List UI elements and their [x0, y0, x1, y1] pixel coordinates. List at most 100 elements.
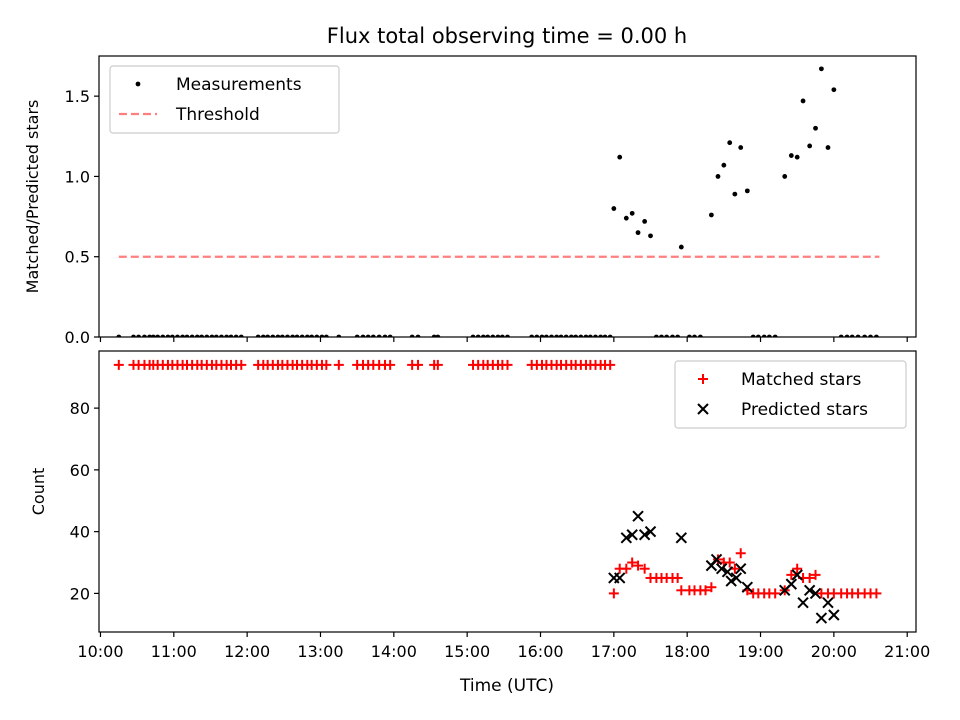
matched-stars-point	[321, 359, 332, 370]
y-tick-label: 0.0	[65, 328, 90, 347]
measurements-point	[744, 188, 750, 194]
predicted-stars-point	[721, 566, 734, 578]
x-tick-label: 14:00	[371, 642, 417, 661]
measurements-point	[715, 174, 721, 179]
axes-frame	[98, 55, 917, 338]
x-tick-label: 15:00	[444, 642, 490, 661]
measurements-point	[788, 153, 794, 158]
measurements-point	[782, 174, 788, 179]
matched-stars-point	[621, 563, 632, 574]
predicted-stars-point	[735, 562, 747, 575]
matched-stars-point	[627, 557, 638, 568]
matched-stars-point	[786, 569, 797, 580]
matched-stars-point	[770, 588, 781, 599]
predicted-stars-point	[797, 596, 809, 609]
matched-stars-point	[605, 359, 616, 370]
predicted-stars-point	[620, 532, 633, 544]
legend-0: Measurements Threshold	[109, 65, 340, 134]
matched-stars-point	[413, 359, 424, 370]
matched-stars-point	[804, 572, 815, 583]
matched-stars-point	[113, 359, 124, 370]
plot-area-1	[113, 359, 882, 624]
x-axis-label: Time (UTC)	[459, 676, 554, 696]
y-tick-label: 1.5	[65, 87, 90, 106]
matched-stars-point	[608, 588, 619, 599]
y-tick-label: 1.0	[65, 167, 90, 186]
predicted-stars-point	[644, 525, 657, 538]
y-tick-label: 60	[70, 461, 90, 480]
measurements-point	[635, 230, 641, 236]
axes-frame	[98, 350, 917, 633]
measurements-point	[708, 212, 714, 218]
x-tick-label: 16:00	[517, 642, 563, 661]
matched-stars-point	[712, 554, 723, 565]
x-tick-label: 19:00	[737, 642, 783, 661]
predicted-stars-point	[815, 612, 828, 624]
predicted-stars-point	[675, 532, 688, 544]
measurements-point	[642, 218, 648, 224]
x-tick-label: 20:00	[811, 642, 857, 661]
matched-stars-legend-label: Matched stars	[741, 370, 861, 390]
matched-stars-point	[633, 560, 644, 571]
x-tick-label: 13:00	[297, 642, 343, 661]
matched-stars-point	[432, 359, 443, 370]
x-tick-label: 21:00	[884, 642, 930, 661]
measurements-point	[629, 210, 635, 216]
measurements-point	[678, 244, 684, 250]
x-tick-label: 18:00	[664, 642, 710, 661]
predicted-stars-point	[632, 510, 644, 522]
flux-ratio-panel: 0.0 0.5 1.0 1.5 Matched/Predicted stars Measu…	[23, 55, 917, 347]
matched-stars-point	[385, 359, 396, 370]
measurements-point	[648, 233, 653, 239]
measurements-point	[813, 125, 818, 131]
x-tick-label: 10:00	[77, 642, 123, 661]
x-tick-label: 12:00	[224, 642, 270, 661]
measurements-point	[831, 87, 837, 93]
predicted-stars-point	[730, 572, 743, 584]
measurements-point	[721, 162, 727, 168]
measurements-point	[727, 140, 733, 146]
predicted-stars-point	[809, 587, 822, 600]
measurements-point	[807, 143, 813, 149]
chart-title: Flux total observing time = 0.00 h	[327, 24, 687, 48]
x-tick-label: 17:00	[591, 642, 637, 661]
matched-stars-point	[333, 359, 344, 370]
y-tick-label: 80	[70, 399, 90, 418]
y-axis-label: Matched/Predicted stars	[23, 100, 42, 294]
predicted-stars-point	[715, 562, 728, 575]
measurements-point	[794, 154, 800, 160]
legend-box	[109, 65, 340, 134]
matched-stars-point	[735, 548, 746, 559]
matched-stars-legend-swatch	[698, 374, 708, 384]
predicted-stars-point	[710, 553, 723, 566]
y-tick-label: 0.5	[65, 248, 90, 267]
matched-stars-point	[639, 563, 650, 574]
legend-1: Matched stars Predicted stars	[674, 360, 907, 429]
threshold-legend-label: Threshold	[175, 105, 260, 125]
matched-stars-point	[792, 563, 803, 574]
y-tick-label: 20	[70, 584, 90, 603]
predicted-stars-point	[828, 609, 840, 621]
matched-stars-point	[810, 569, 821, 580]
x-tick-label: 11:00	[151, 642, 197, 661]
matched-stars-point	[706, 582, 717, 593]
measurements-point	[611, 206, 617, 211]
predicted-stars-point	[614, 572, 626, 584]
measurements-legend-swatch	[135, 81, 141, 87]
matched-stars-point	[236, 359, 247, 370]
measurements-point	[825, 145, 831, 150]
matched-stars-point	[871, 588, 882, 599]
y-tick-label: 40	[70, 523, 90, 542]
legend-box	[674, 360, 907, 429]
measurements-point	[800, 98, 806, 104]
measurements-point	[732, 191, 738, 197]
matched-stars-point	[502, 359, 513, 370]
predicted-stars-point	[725, 575, 737, 587]
measurements-point	[623, 215, 629, 221]
predicted-stars-legend-label: Predicted stars	[741, 400, 868, 420]
measurements-legend-label: Measurements	[176, 75, 302, 95]
matched-stars-point	[672, 572, 683, 583]
matched-stars-point	[700, 585, 711, 596]
measurements-point	[818, 66, 824, 72]
